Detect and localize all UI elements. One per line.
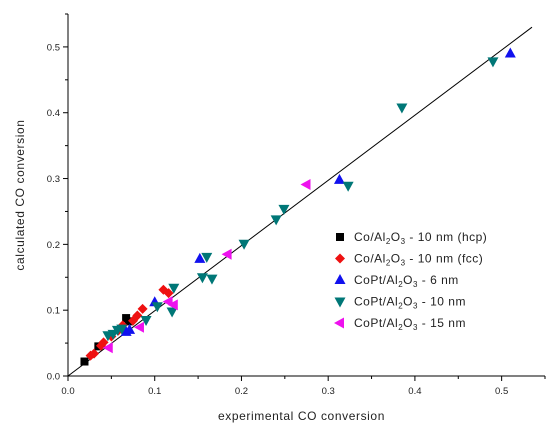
legend-text-part: CoPt/Al [354,273,398,287]
legend-label: CoPt/Al2O3 - 6 nm [354,273,459,289]
x-tick-label: 0.0 [61,386,74,397]
data-point [487,57,499,68]
series-3 [120,47,516,336]
legend-text-part: Co/Al [354,230,386,244]
legend-subscript: 2 [386,259,391,268]
data-point [137,303,148,314]
legend-subscript: 3 [401,237,406,246]
legend-label: Co/Al2O3 - 10 nm (fcc) [354,252,483,268]
y-tick-label: 0.2 [47,240,60,251]
legend-text-part: - 10 nm (fcc) [406,252,484,266]
data-point [221,248,232,260]
legend-subscript: 2 [398,302,403,311]
legend-subscript: 2 [398,280,403,289]
data-point [132,310,143,321]
series-5 [102,178,311,354]
data-point [278,204,290,215]
x-tick-label: 0.4 [408,386,421,397]
legend-marker [334,297,346,308]
data-point [238,239,250,250]
legend-text-part: - 6 nm [418,273,459,287]
data-point [196,273,208,284]
legend-text-part: - 10 nm (hcp) [406,230,488,244]
data-point [89,348,100,359]
legend-text-part: Co/Al [354,252,386,266]
legend-subscript: 3 [413,302,418,311]
legend-text-part: - 15 nm [418,316,466,330]
legend-subscript: 3 [413,280,418,289]
data-point [201,252,213,263]
y-tick-label: 0.5 [47,42,60,53]
legend-text-part: O [391,230,401,244]
legend-entry-3: CoPt/Al2O3 - 6 nm [334,273,459,289]
legend-text-part: O [391,252,401,266]
legend-marker [334,274,346,284]
x-tick-label: 0.1 [148,386,161,397]
data-point [80,357,89,366]
y-tick-label: 0.1 [47,306,60,317]
data-point [133,321,144,333]
legend-text-part: O [403,295,413,309]
data-point [98,337,109,348]
x-tick-label: 0.3 [322,386,335,397]
data-point [167,299,178,311]
legend-label: CoPt/Al2O3 - 15 nm [354,316,466,332]
data-point [124,323,136,334]
data-point [194,252,206,263]
legend-subscript: 3 [401,259,406,268]
legend-text-part: O [403,316,413,330]
legend: Co/Al2O3 - 10 nm (hcp)Co/Al2O3 - 10 nm (… [334,230,487,332]
data-point [300,178,311,190]
x-axis-title: experimental CO conversion [218,409,385,423]
axes: 0.0 0.1 0.2 0.3 0.4 0.5 0.0 0.1 0.2 0.3 0.4 0.5 expe… [13,13,546,423]
data-point [333,173,345,184]
data-point [206,274,218,285]
legend-entry-5: CoPt/Al2O3 - 15 nm [334,316,466,332]
data-point [166,307,178,318]
data-point [396,103,408,114]
data-point [102,342,113,354]
legend-marker [336,233,344,241]
data-point [163,288,174,299]
y-tick-label: 0.3 [47,174,60,185]
legend-text-part: O [403,273,413,287]
data-point [140,316,152,327]
legend-text-part: - 10 nm [418,295,466,309]
data-point [151,302,163,313]
legend-marker [335,253,345,264]
x-tick-label: 0.5 [495,386,508,397]
legend-subscript: 3 [413,323,418,332]
legend-label: Co/Al2O3 - 10 nm (hcp) [354,230,487,246]
data-point [168,283,180,294]
legend-entry-4: CoPt/Al2O3 - 10 nm [334,295,466,311]
legend-marker [334,317,344,329]
data-point [270,215,282,226]
y-tick-label: 0.0 [47,372,60,383]
series-4 [102,57,499,342]
y-tick-label: 0.4 [47,108,60,119]
data-point [116,324,128,335]
legend-entry-2: Co/Al2O3 - 10 nm (fcc) [335,252,483,268]
legend-label: CoPt/Al2O3 - 10 nm [354,295,466,311]
plot-area [67,26,533,377]
data-point [342,181,354,192]
legend-subscript: 2 [386,237,391,246]
legend-text-part: CoPt/Al [354,316,398,330]
legend-subscript: 2 [398,323,403,332]
x-tick-label: 0.2 [235,386,248,397]
legend-entry-1: Co/Al2O3 - 10 nm (hcp) [336,230,487,246]
y-axis-title: calculated CO conversion [13,119,27,270]
legend-text-part: CoPt/Al [354,295,398,309]
data-point [504,47,516,58]
